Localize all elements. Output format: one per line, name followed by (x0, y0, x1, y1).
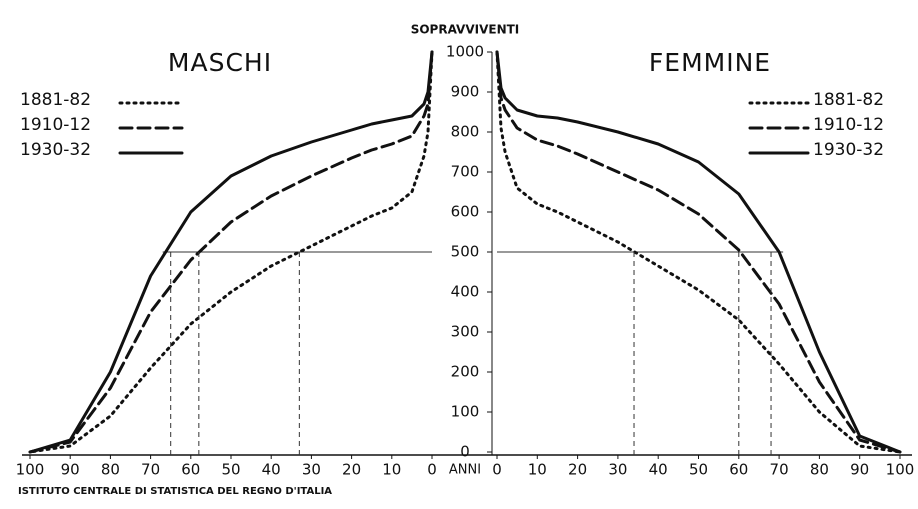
y-axis-label: SOPRAVVIVENTI (411, 23, 520, 37)
x-tick-label: 60 (181, 461, 200, 479)
x-tick-label: 60 (729, 461, 748, 479)
survival-curve (495, 50, 902, 454)
x-tick-label: 90 (850, 461, 869, 479)
y-tick-label: 600 (451, 203, 480, 221)
y-tick-label: 400 (451, 283, 480, 301)
survival-curve (28, 50, 434, 454)
x-tick-label: 50 (221, 461, 240, 479)
survival-curve (28, 50, 434, 454)
y-tick-label: 200 (451, 363, 480, 381)
panel-title: FEMMINE (649, 48, 771, 77)
x-tick-label: 30 (608, 461, 627, 479)
y-tick-label: 700 (451, 163, 480, 181)
x-tick-label: 20 (342, 461, 361, 479)
legend-label: 1930-32 (813, 140, 884, 160)
legend-label: 1910-12 (20, 115, 91, 135)
survival-curve (495, 50, 902, 454)
y-tick-label: 100 (451, 403, 480, 421)
x-tick-label: 0 (427, 461, 437, 479)
x-tick-label: 100 (16, 461, 45, 479)
x-tick-label: 10 (528, 461, 547, 479)
y-tick-label: 1000 (446, 43, 484, 61)
x-tick-label: 20 (568, 461, 587, 479)
source-note: ISTITUTO CENTRALE DI STATISTICA DEL REGN… (18, 486, 332, 497)
y-tick-label: 0 (460, 443, 470, 461)
x-tick-label: 40 (649, 461, 668, 479)
x-tick-label: 100 (886, 461, 915, 479)
y-tick-label: 300 (451, 323, 480, 341)
x-tick-label: 50 (689, 461, 708, 479)
x-tick-label: 30 (302, 461, 321, 479)
x-tick-label: 70 (141, 461, 160, 479)
legend-label: 1881-82 (813, 90, 884, 110)
x-tick-label: 80 (101, 461, 120, 479)
panel-title: MASCHI (168, 48, 272, 77)
y-tick-label: 900 (451, 83, 480, 101)
x-tick-label: 40 (262, 461, 281, 479)
x-tick-label: 80 (810, 461, 829, 479)
x-axis-label: ANNI (449, 463, 481, 478)
y-tick-label: 800 (451, 123, 480, 141)
x-tick-label: 90 (61, 461, 80, 479)
legend-label: 1930-32 (20, 140, 91, 160)
y-tick-label: 500 (451, 243, 480, 261)
survival-curve (28, 50, 434, 454)
legend-label: 1910-12 (813, 115, 884, 135)
legend-label: 1881-82 (20, 90, 91, 110)
x-tick-label: 0 (492, 461, 502, 479)
survival-curve (495, 50, 902, 454)
x-tick-label: 70 (770, 461, 789, 479)
x-tick-label: 10 (382, 461, 401, 479)
